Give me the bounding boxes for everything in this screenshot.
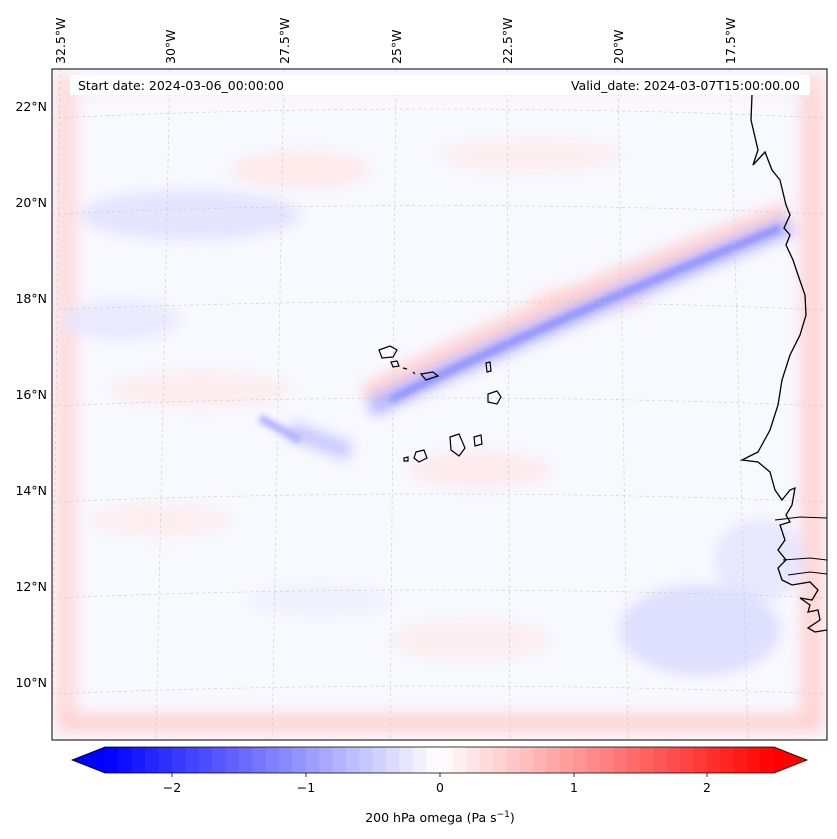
colorbar-label: 200 hPa omega (Pa s−1): [365, 810, 515, 825]
lon-label-32-5w: 32.5°W: [53, 18, 68, 64]
colorbar-step: [506, 747, 521, 773]
colorbar-step: [586, 747, 601, 773]
lon-label-17-5w: 17.5°W: [723, 18, 738, 64]
colorbar-step: [439, 747, 454, 773]
colorbar-step: [720, 747, 735, 773]
colorbar-step: [573, 747, 588, 773]
cape-verde-islands: [378, 345, 502, 463]
colorbar-step: [626, 747, 641, 773]
africa-coastline: [739, 94, 827, 633]
colorbar-step: [399, 747, 414, 773]
colorbar-step: [693, 747, 708, 773]
colorbar-step: [680, 747, 695, 773]
colorbar-step: [747, 747, 762, 773]
colorbar-min-extend: [72, 747, 105, 773]
colorbar-step: [613, 747, 628, 773]
lat-label-10n: 10°N: [15, 675, 47, 690]
colorbar-step: [171, 747, 186, 773]
colorbar-step: [733, 747, 748, 773]
colorbar-step: [533, 747, 548, 773]
colorbar-step: [359, 747, 374, 773]
colorbar-step: [385, 747, 400, 773]
lon-label-20w: 20°W: [611, 29, 626, 64]
latitude-labels: 22°N 20°N 18°N 16°N 14°N 12°N 10°N: [15, 99, 47, 690]
colorbar-step: [238, 747, 253, 773]
colorbar-step: [292, 747, 307, 773]
colorbar-max-extend: [774, 747, 807, 773]
colorbar-step: [265, 747, 280, 773]
colorbar-step: [493, 747, 507, 773]
colorbar-step: [118, 747, 133, 773]
lon-label-27-5w: 27.5°W: [277, 18, 292, 64]
colorbar-step: [600, 747, 615, 773]
lon-label-25w: 25°W: [389, 29, 404, 64]
lat-label-18n: 18°N: [15, 291, 47, 306]
colorbar-step: [707, 747, 722, 773]
valid-date-label: Valid_date: 2024-03-07T15:00:00.00: [571, 78, 800, 93]
colorbar-step: [185, 747, 200, 773]
colorbar-step: [653, 747, 668, 773]
colorbar-tick-label-0: 0: [436, 780, 444, 795]
colorbar: −2 −1 0 1 2 200 hPa omega (Pa s−1): [70, 746, 809, 825]
colorbar-tick-label-neg1: −1: [297, 780, 315, 795]
colorbar-step: [212, 747, 227, 773]
date-banner: [70, 75, 810, 95]
colorbar-step: [319, 747, 334, 773]
longitude-labels: 32.5°W 30°W 27.5°W 25°W 22.5°W 20°W 17.5…: [53, 18, 738, 64]
colorbar-step: [519, 747, 534, 773]
colorbar-step: [666, 747, 681, 773]
lat-label-12n: 12°N: [15, 579, 47, 594]
lat-label-16n: 16°N: [15, 387, 47, 402]
colorbar-step: [252, 747, 267, 773]
colorbar-step: [412, 747, 427, 773]
start-date-label: Start date: 2024-03-06_00:00:00: [78, 78, 284, 93]
colorbar-step: [546, 747, 561, 773]
map-panel: Start date: 2024-03-06_00:00:00 Valid_da…: [52, 69, 827, 740]
lon-label-30w: 30°W: [163, 29, 178, 64]
colorbar-tick-label-2: 2: [703, 780, 711, 795]
colorbar-step: [452, 747, 467, 773]
colorbar-step: [198, 747, 213, 773]
colorbar-step: [372, 747, 387, 773]
colorbar-outline: [70, 746, 809, 774]
colorbar-step: [131, 747, 146, 773]
lat-label-14n: 14°N: [15, 483, 47, 498]
colorbar-step: [225, 747, 240, 773]
colorbar-step: [145, 747, 160, 773]
colorbar-step: [640, 747, 655, 773]
colorbar-tick-label-1: 1: [570, 780, 578, 795]
colorbar-step: [305, 747, 320, 773]
colorbar-step: [158, 747, 173, 773]
colorbar-step: [479, 747, 494, 773]
colorbar-tick-label-neg2: −2: [163, 780, 181, 795]
colorbar-step: [426, 747, 441, 773]
colorbar-step: [466, 747, 481, 773]
colorbar-step: [760, 747, 775, 773]
colorbar-step: [278, 747, 293, 773]
lat-label-20n: 20°N: [15, 195, 47, 210]
graticule: [52, 69, 827, 740]
colorbar-steps: [105, 747, 775, 773]
colorbar-step: [332, 747, 347, 773]
lat-label-22n: 22°N: [15, 99, 47, 114]
map-border: [51, 68, 828, 741]
colorbar-step: [105, 747, 119, 773]
colorbar-step: [345, 747, 360, 773]
colorbar-step: [559, 747, 574, 773]
colorbar-ticks: [171, 773, 708, 777]
lon-label-22-5w: 22.5°W: [500, 18, 515, 64]
